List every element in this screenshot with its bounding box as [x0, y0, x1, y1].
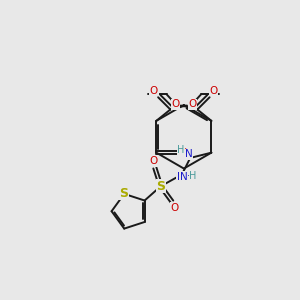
Text: N: N: [185, 149, 193, 159]
Text: O: O: [210, 86, 218, 96]
Text: H: H: [190, 171, 197, 181]
Text: O: O: [171, 203, 179, 213]
Text: S: S: [156, 180, 165, 193]
Text: H: H: [177, 145, 184, 155]
Text: S: S: [119, 187, 128, 200]
Text: O: O: [188, 99, 196, 109]
Text: O: O: [180, 148, 188, 158]
Text: O: O: [150, 86, 158, 96]
Text: NH: NH: [177, 172, 192, 182]
Text: O: O: [171, 99, 180, 109]
Text: N: N: [180, 172, 188, 182]
Text: O: O: [149, 157, 158, 166]
